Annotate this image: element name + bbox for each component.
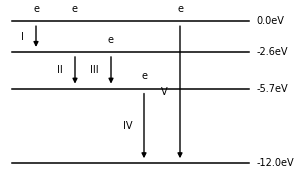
Text: e: e xyxy=(141,71,147,81)
Text: I: I xyxy=(21,32,24,42)
Text: e: e xyxy=(177,4,183,14)
Text: IV: IV xyxy=(122,121,132,131)
Text: III: III xyxy=(90,65,99,75)
Text: e: e xyxy=(108,35,114,45)
Text: e: e xyxy=(72,4,78,14)
Text: 0.0eV: 0.0eV xyxy=(256,16,284,26)
Text: e: e xyxy=(33,4,39,14)
Text: -2.6eV: -2.6eV xyxy=(256,47,288,57)
Text: II: II xyxy=(57,65,63,75)
Text: -5.7eV: -5.7eV xyxy=(256,84,288,94)
Text: V: V xyxy=(161,87,168,97)
Text: -12.0eV: -12.0eV xyxy=(256,158,294,168)
